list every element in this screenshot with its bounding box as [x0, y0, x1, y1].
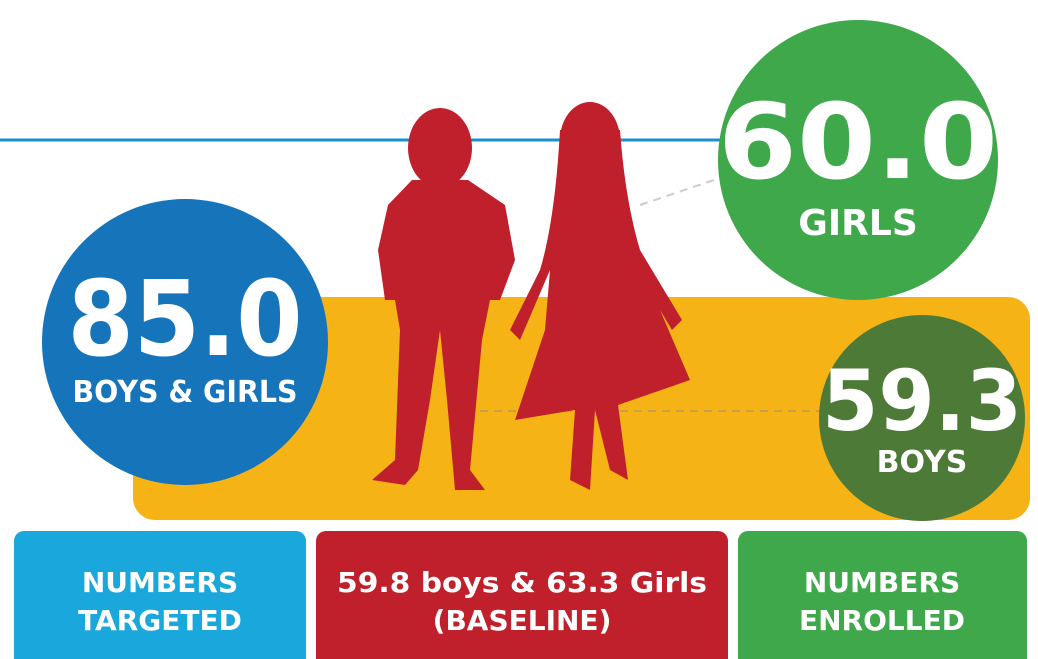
- infographic: 85.0 BOYS & GIRLS 60.0 GIRLS 59.3 BOYS N…: [0, 0, 1038, 659]
- targeted-label: BOYS & GIRLS: [73, 375, 298, 410]
- box-text: ENROLLED: [799, 604, 965, 637]
- box-text: NUMBERS: [804, 566, 960, 599]
- dashed-connector: [640, 178, 720, 205]
- girls-value: 60.0: [718, 81, 998, 203]
- box-text: (BASELINE): [433, 604, 612, 637]
- page: 85.0 BOYS & GIRLS 60.0 GIRLS 59.3 BOYS N…: [0, 0, 1038, 659]
- girls-label: GIRLS: [798, 203, 918, 244]
- box-text: TARGETED: [78, 604, 242, 637]
- targeted-value: 85.0: [68, 258, 303, 380]
- box-text: NUMBERS: [82, 566, 238, 599]
- boys-value: 59.3: [822, 352, 1022, 450]
- boys-label: BOYS: [877, 445, 968, 480]
- box-text: 59.8 boys & 63.3 Girls: [337, 566, 707, 599]
